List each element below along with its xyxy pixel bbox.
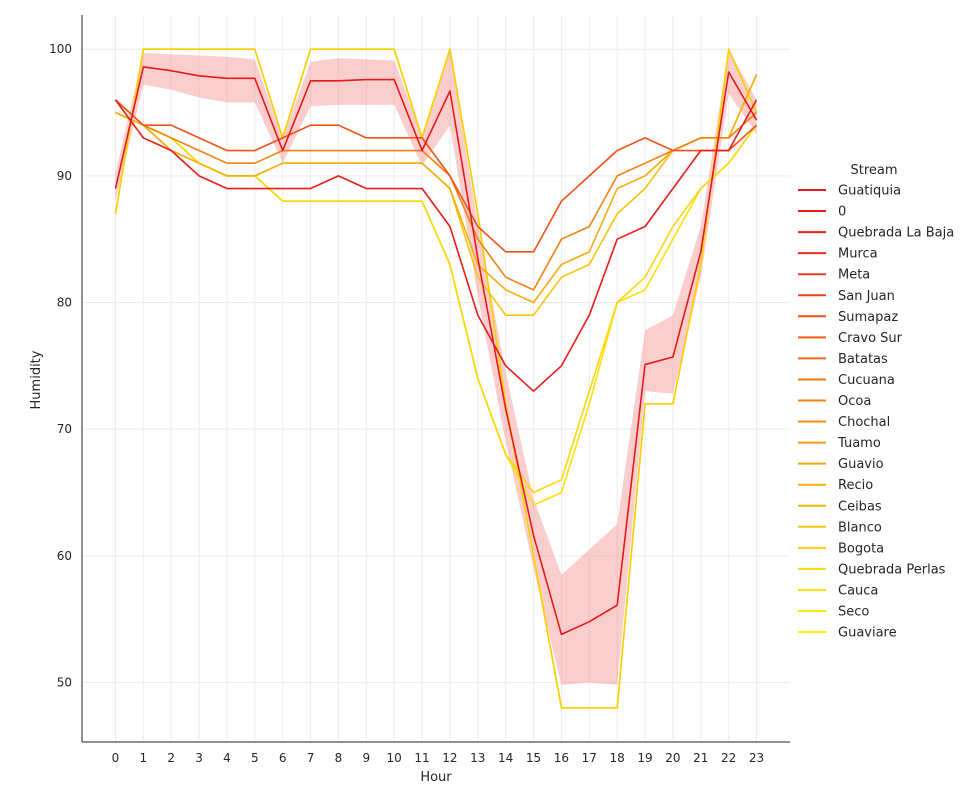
x-tick-label: 10 [387,751,402,765]
series-line [114,48,758,709]
legend-item: Sumapaz [798,310,898,325]
x-tick-label: 3 [195,751,203,765]
series-line [115,74,758,304]
legend-label: 0 [838,205,846,220]
legend-item: Blanco [798,520,882,535]
x-axis-label: Hour [420,770,452,785]
x-tick-label: 11 [414,751,429,765]
legend-label: Cauca [838,583,878,598]
x-tick-label: 12 [442,751,457,765]
legend-label: Bogota [838,541,884,556]
legend-label: Recio [838,478,873,493]
y-tick-label: 70 [57,422,72,436]
x-tick-label: 4 [223,751,231,765]
legend-label: Ocoa [838,394,871,409]
legend-label: Cravo Sur [838,331,903,346]
legend-item: Ceibas [798,499,882,514]
legend-label: Murca [838,247,878,262]
y-tick-label: 60 [57,549,72,563]
x-tick-label: 23 [749,751,764,765]
y-tick-label: 100 [49,42,72,56]
x-tick-label: 7 [307,751,315,765]
legend-label: Guaviare [838,626,897,641]
legend-label: Ceibas [838,499,882,514]
x-tick-labels: 0 1 2 3 4 5 6 7 8 9 10 11 12 13 14 15 16 17 18 19 20 21 22 23 [112,751,765,765]
y-tick-label: 50 [57,675,72,689]
legend-item: Cauca [798,583,878,598]
legend-item: San Juan [798,289,895,304]
legend-label: Guatiquia [838,184,901,199]
legend-item: 0 [798,205,846,220]
series-line [114,99,758,392]
axes [81,15,790,743]
legend-label: Sumapaz [838,310,898,325]
x-tick-label: 13 [470,751,485,765]
x-tick-label: 9 [362,751,370,765]
x-tick-label: 17 [582,751,597,765]
x-tick-label: 15 [526,751,541,765]
x-tick-label: 5 [251,751,259,765]
legend-label: Batatas [838,352,888,367]
legend-item: Quebrada La Baja [798,226,954,241]
legend-item: Recio [798,478,873,493]
series-line [114,66,758,636]
legend-label: Tuamo [837,436,881,451]
legend-label: Seco [838,605,869,620]
x-tick-label: 1 [140,751,148,765]
legend-item: Seco [798,605,869,620]
x-tick-label: 8 [335,751,343,765]
legend-item: Ocoa [798,394,871,409]
x-tick-label: 20 [665,751,680,765]
legend-label: Chochal [838,415,890,430]
legend-item: Tuamo [798,436,881,451]
x-tick-label: 21 [693,751,708,765]
x-tick-label: 2 [167,751,175,765]
legend-label: Quebrada Perlas [838,562,946,577]
legend-item: Guavio [798,457,884,472]
x-tick-label: 0 [112,751,120,765]
legend-label: Cucuana [838,373,895,388]
legend-item: Cravo Sur [798,331,903,346]
legend-label: Blanco [838,520,882,535]
y-tick-label: 80 [57,296,72,310]
series-line [114,99,758,291]
legend-item: Murca [798,247,878,262]
y-tick-label: 90 [57,169,72,183]
x-tick-label: 6 [279,751,287,765]
legend-items: Guatiquia 0 Quebrada La Baja Murca Meta San J… [798,184,954,641]
legend-label: San Juan [838,289,895,304]
legend-item: Bogota [798,541,884,556]
series-lines [114,48,758,709]
legend-title: Stream [850,163,897,178]
series-line [114,99,758,253]
legend-item: Guaviare [798,626,897,641]
x-tick-label: 14 [498,751,513,765]
y-tick-labels: 50 60 70 80 90 100 [49,42,72,689]
legend-label: Meta [838,268,870,283]
legend: Stream Guatiquia 0 Quebrada La Baja Murca Me… [798,163,954,641]
x-tick-label: 22 [721,751,736,765]
legend-item: Guatiquia [798,184,901,199]
legend-item: Chochal [798,415,890,430]
y-axis-label: Humidity [29,350,44,409]
legend-item: Quebrada Perlas [798,562,946,577]
legend-item: Meta [798,268,870,283]
x-tick-label: 18 [610,751,625,765]
legend-item: Cucuana [798,373,895,388]
legend-item: Batatas [798,352,888,367]
legend-label: Quebrada La Baja [838,226,954,241]
x-tick-label: 19 [637,751,652,765]
series-line [115,111,758,506]
x-tick-label: 16 [554,751,569,765]
legend-label: Guavio [838,457,884,472]
